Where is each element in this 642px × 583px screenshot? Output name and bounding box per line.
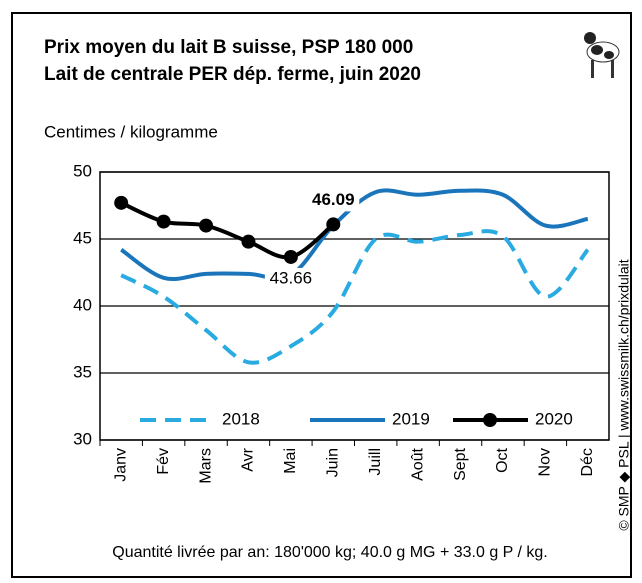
value-label: 43.66 bbox=[270, 268, 313, 287]
x-tick-label: Déc bbox=[579, 448, 596, 476]
x-tick-label: Mars bbox=[197, 448, 214, 484]
y-tick-label: 30 bbox=[73, 429, 92, 448]
point bbox=[156, 214, 171, 229]
y-axis-label: Centimes / kilogramme bbox=[44, 122, 218, 141]
point bbox=[241, 234, 256, 249]
x-tick-label: Juin bbox=[325, 448, 342, 477]
chart-subtitle: Lait de centrale PER dép. ferme, juin 20… bbox=[44, 64, 421, 85]
x-tick-label: Sept bbox=[452, 447, 469, 480]
x-tick-label: Oct bbox=[494, 447, 511, 472]
footnote: Quantité livrée par an: 180'000 kg; 40.0… bbox=[112, 544, 547, 561]
x-tick-label: Mai bbox=[282, 448, 299, 474]
y-tick-label: 45 bbox=[73, 228, 92, 247]
x-tick-label: Août bbox=[409, 447, 426, 480]
legend-label: 2018 bbox=[222, 409, 260, 428]
point bbox=[199, 218, 214, 233]
label-bg bbox=[307, 189, 360, 212]
y-tick-label: 40 bbox=[73, 295, 92, 314]
x-tick-label: Juill bbox=[367, 448, 384, 476]
frame bbox=[11, 12, 632, 578]
y-tick-label: 50 bbox=[73, 161, 92, 180]
legend-marker bbox=[483, 413, 497, 427]
value-label: 46.09 bbox=[312, 190, 355, 209]
line-2018 bbox=[120, 229, 590, 365]
legend-label: 2020 bbox=[535, 409, 573, 428]
chart-title: Prix moyen du lait B suisse, PSP 180 000 bbox=[44, 37, 413, 58]
legend-label: 2019 bbox=[392, 409, 430, 428]
cow-icon bbox=[584, 32, 620, 78]
point bbox=[283, 249, 298, 264]
x-tick-label: Avr bbox=[240, 447, 257, 471]
x-tick-label: Nov bbox=[537, 448, 554, 476]
point bbox=[326, 217, 341, 232]
x-tick-label: Janv bbox=[112, 448, 129, 482]
source: © SMP ◆ PSL | www.swissmilk.ch/prixdulai… bbox=[616, 259, 632, 530]
point bbox=[114, 195, 129, 210]
label-bg bbox=[264, 267, 317, 290]
y-tick-label: 35 bbox=[73, 362, 92, 381]
x-tick-label: Fév bbox=[155, 448, 172, 475]
